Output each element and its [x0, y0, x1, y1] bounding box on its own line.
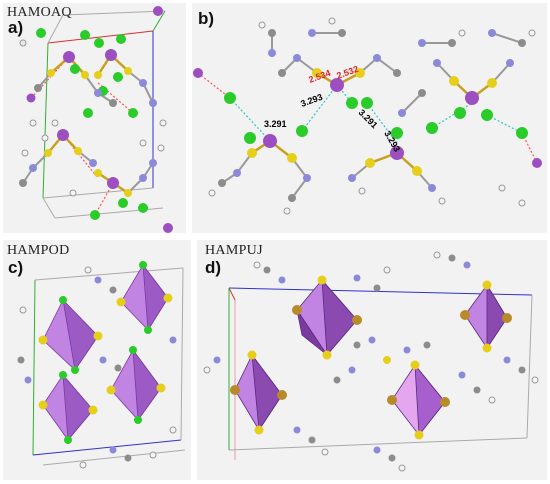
panel-b: 2.534 2.532 3.291 3.293 3.291 3.293 b) [192, 3, 547, 233]
panel-c-structure [17, 261, 186, 469]
panel-b-structure: 2.534 2.532 3.291 3.293 3.291 3.293 [193, 17, 542, 215]
panel-c: HAMPOD c) [3, 240, 191, 480]
panel-a-structure [19, 6, 173, 233]
atoms-b [193, 17, 542, 215]
octahedra-c [42, 263, 169, 442]
distance-black-1: 3.291 [264, 119, 287, 129]
atoms-c [17, 261, 177, 469]
unit-cell-a [42, 10, 166, 219]
panel-d: HAMPUJ d) [197, 240, 547, 480]
unit-cell-c [32, 267, 186, 466]
panel-a: HAMOAQ a) [3, 3, 186, 233]
panel-a-label: a) [8, 18, 24, 37]
atoms-d [203, 251, 539, 472]
distance-black-3: 3.291 [357, 107, 380, 130]
panel-c-label: c) [8, 258, 24, 277]
panel-c-code: HAMPOD [7, 243, 70, 258]
panel-a-code: HAMOAQ [7, 5, 72, 20]
panel-d-label: d) [205, 258, 222, 277]
panel-d-code: HAMPUJ [205, 243, 263, 258]
octahedra-d [234, 278, 508, 437]
panel-b-label: b) [198, 9, 215, 28]
distance-black-2: 3.293 [299, 92, 324, 109]
atoms-a [19, 6, 173, 233]
distance-red-1: 2.534 [307, 68, 332, 85]
unit-cell-d [228, 287, 533, 460]
panel-d-structure [203, 251, 539, 472]
